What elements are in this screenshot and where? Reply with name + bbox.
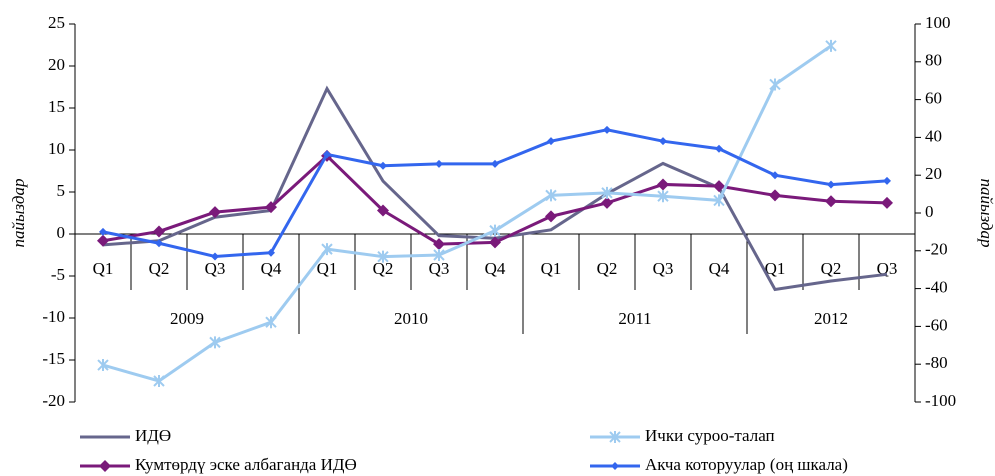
point xyxy=(153,225,165,238)
x-tick-label: Q1 xyxy=(317,259,338,278)
x-tick-label: Q2 xyxy=(597,259,618,278)
point xyxy=(155,239,163,248)
point xyxy=(769,78,781,91)
y-tick-label: -15 xyxy=(42,349,65,368)
point xyxy=(433,238,445,251)
y2-tick-label: 80 xyxy=(925,51,942,70)
y-tick-label: -10 xyxy=(42,307,65,326)
point xyxy=(323,150,331,159)
point xyxy=(881,196,893,209)
point xyxy=(489,224,501,237)
legend-label: Кумтөрдү эске албаганда ИДӨ xyxy=(135,455,357,474)
y2-tick-label: -80 xyxy=(925,353,948,372)
year-label: 2012 xyxy=(814,309,848,328)
y2-tick-label: 0 xyxy=(925,202,934,221)
y2-tick-label: -60 xyxy=(925,315,948,334)
point xyxy=(321,243,333,256)
x-tick-label: Q4 xyxy=(261,259,282,278)
x-tick-label: Q3 xyxy=(429,259,450,278)
legend-label: ИДӨ xyxy=(135,426,171,445)
point xyxy=(209,206,221,219)
point xyxy=(827,180,835,189)
x-tick-label: Q3 xyxy=(877,259,898,278)
y2-tick-label: -20 xyxy=(925,240,948,259)
legend-label: Ички суроо-талап xyxy=(645,426,775,445)
point xyxy=(713,194,725,207)
point xyxy=(99,227,107,236)
y2-axis-label: пайыздар xyxy=(977,178,995,247)
x-tick-label: Q2 xyxy=(373,259,394,278)
point xyxy=(379,161,387,170)
point xyxy=(265,201,277,214)
y2-tick-label: 40 xyxy=(925,126,942,145)
point xyxy=(211,252,219,261)
point xyxy=(435,159,443,168)
point xyxy=(825,195,837,208)
point xyxy=(491,159,499,168)
point xyxy=(433,249,445,261)
y2-tick-label: 60 xyxy=(925,89,942,108)
legend-marker xyxy=(99,460,111,472)
x-tick-label: Q1 xyxy=(765,259,786,278)
y-tick-label: -5 xyxy=(51,265,65,284)
point xyxy=(267,248,275,257)
point xyxy=(825,39,837,52)
y2-tick-label: -100 xyxy=(925,391,956,410)
series-line xyxy=(102,44,832,383)
point xyxy=(545,210,557,223)
point xyxy=(657,178,669,191)
y-tick-label: 20 xyxy=(48,55,65,74)
y2-tick-label: 20 xyxy=(925,164,942,183)
point xyxy=(771,171,779,180)
y2-tick-label: 100 xyxy=(925,13,951,32)
point xyxy=(601,186,613,199)
y-tick-label: 10 xyxy=(48,139,65,158)
point xyxy=(97,234,109,247)
x-tick-label: Q1 xyxy=(541,259,562,278)
year-label: 2009 xyxy=(170,309,204,328)
x-tick-label: Q3 xyxy=(205,259,226,278)
y2-tick-label: -40 xyxy=(925,278,948,297)
point xyxy=(545,189,557,202)
y-tick-label: 5 xyxy=(57,181,66,200)
point xyxy=(97,359,109,372)
point xyxy=(657,190,669,203)
point xyxy=(209,336,221,349)
y-tick-label: 15 xyxy=(48,97,65,116)
x-tick-label: Q4 xyxy=(709,259,730,278)
point xyxy=(265,316,277,329)
point xyxy=(377,204,389,217)
y-axis-label: пайыздар xyxy=(9,178,28,247)
point xyxy=(603,125,611,134)
point xyxy=(769,189,781,202)
point xyxy=(601,196,613,209)
x-tick-label: Q4 xyxy=(485,259,506,278)
point xyxy=(547,137,555,146)
point xyxy=(153,375,165,387)
point xyxy=(489,236,501,249)
legend-marker xyxy=(609,431,621,443)
legend-marker xyxy=(611,462,619,470)
year-label: 2011 xyxy=(618,309,651,328)
y-tick-label: 0 xyxy=(57,223,66,242)
y-tick-label: -20 xyxy=(42,391,65,410)
x-tick-label: Q2 xyxy=(149,259,170,278)
x-tick-label: Q3 xyxy=(653,259,674,278)
legend-label: Акча которуулар (оң шкала) xyxy=(645,455,848,474)
point xyxy=(715,144,723,153)
x-tick-label: Q2 xyxy=(821,259,842,278)
x-tick-label: Q1 xyxy=(93,259,114,278)
point xyxy=(713,180,725,193)
year-label: 2010 xyxy=(394,309,428,328)
point xyxy=(377,250,389,263)
point xyxy=(883,176,891,185)
point xyxy=(659,137,667,146)
y-tick-label: 25 xyxy=(48,13,65,32)
